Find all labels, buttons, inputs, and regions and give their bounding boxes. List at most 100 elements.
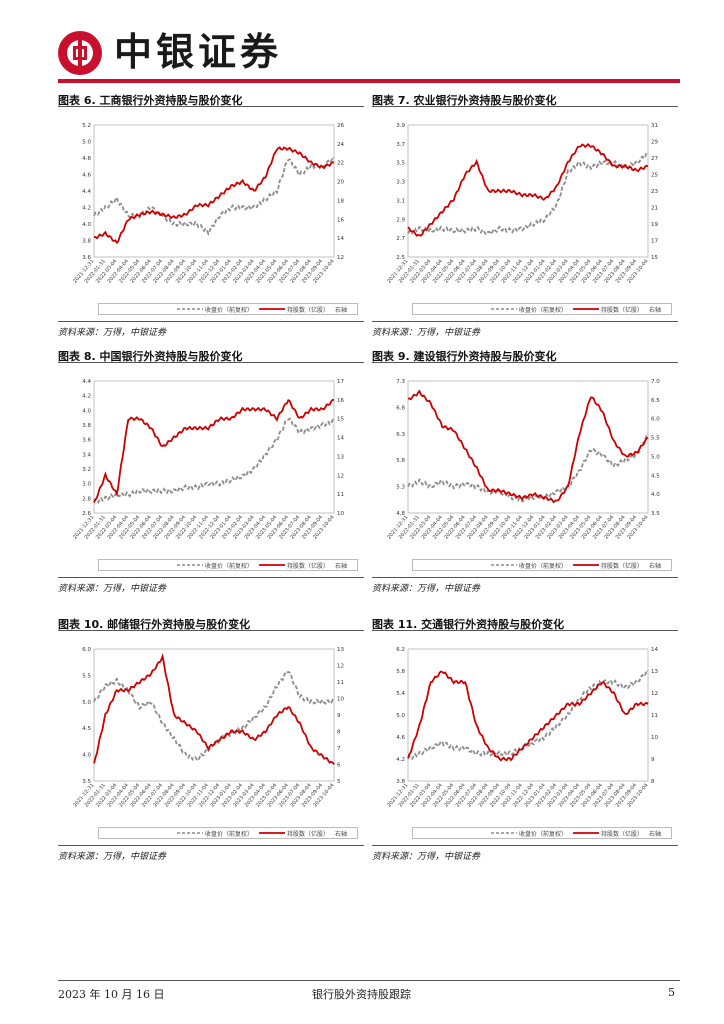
right-tick-label: 22 bbox=[337, 161, 344, 167]
right-tick-label: 8 bbox=[337, 730, 341, 736]
left-tick-label: 2.5 bbox=[396, 255, 405, 261]
footer-date: 2023 年 10 月 16 日 bbox=[58, 988, 165, 1001]
chart-title: 图表 8. 中国银行外资持股与股价变化 bbox=[58, 350, 243, 363]
chart-frame: 7.3 6.8 6.3 5.8 5.3 4.8 7.0 6.5 6.0 5.5 5.0 4.5 4.0 3… bbox=[372, 362, 678, 578]
chart-source: 资料来源：万得，中银证券 bbox=[58, 852, 167, 862]
plot-area bbox=[407, 380, 649, 514]
right-tick-label: 19 bbox=[651, 222, 658, 228]
legend-hold-label: 持股数（亿股） bbox=[601, 563, 644, 570]
legend-axis-label: 右轴 bbox=[335, 831, 348, 838]
right-tick-label: 23 bbox=[651, 189, 658, 195]
left-tick-label: 3.8 bbox=[82, 423, 91, 429]
legend-price-label: 收盘价（前复权） bbox=[519, 831, 568, 838]
right-tick-label: 9 bbox=[651, 757, 655, 763]
right-tick-label: 11 bbox=[651, 713, 658, 719]
left-tick-label: 5.0 bbox=[396, 713, 405, 719]
holding-series-line bbox=[407, 670, 649, 762]
chart-source: 资料来源：万得，中银证券 bbox=[58, 584, 167, 594]
chart-frame: 6.0 5.5 5.0 4.5 4.0 3.5 13 12 11 10 9 8 7 6 5 2021-12-3… bbox=[58, 630, 364, 846]
holding-series-line bbox=[407, 142, 649, 237]
legend-hold-label: 持股数（亿股） bbox=[287, 563, 330, 570]
legend-axis-label: 右轴 bbox=[649, 307, 662, 314]
right-tick-label: 6.0 bbox=[651, 417, 660, 423]
left-tick-label: 6.2 bbox=[396, 647, 405, 653]
plot-area bbox=[93, 648, 335, 782]
right-tick-label: 5.0 bbox=[651, 454, 660, 460]
legend-price-label: 收盘价（前复权） bbox=[205, 307, 254, 314]
right-tick-label: 16 bbox=[337, 398, 344, 404]
chart-source: 资料来源：万得，中银证券 bbox=[372, 852, 481, 862]
left-tick-label: 4.2 bbox=[396, 757, 405, 763]
chart-frame: 6.2 5.8 5.4 5.0 4.6 4.2 3.8 14 13 12 11 10 9 8 2021-12… bbox=[372, 630, 678, 846]
left-tick-label: 3.0 bbox=[82, 482, 91, 488]
chart-panel: 图表 11. 交通银行外资持股与股价变化 6.2 5.8 5.4 5.0 4.6 4.2 3.… bbox=[372, 616, 678, 866]
plot-area bbox=[407, 648, 649, 782]
chart-source: 资料来源：万得，中银证券 bbox=[372, 584, 481, 594]
right-tick-label: 18 bbox=[337, 198, 344, 204]
left-tick-label: 3.4 bbox=[82, 452, 91, 458]
right-tick-label: 5 bbox=[337, 779, 341, 785]
left-tick-label: 4.8 bbox=[396, 511, 405, 517]
legend-price-label: 收盘价（前复权） bbox=[205, 563, 254, 570]
right-tick-label: 20 bbox=[337, 180, 344, 186]
chart-plot: 5.2 5.0 4.8 4.6 4.4 4.2 4.0 3.8 3.6 26 24 22 20 18 16 1… bbox=[72, 123, 344, 285]
holding-series-line bbox=[94, 146, 335, 245]
left-tick-label: 3.9 bbox=[396, 123, 405, 129]
chart-plot: 4.4 4.2 4.0 3.8 3.6 3.4 3.2 3.0 2.8 2.6 17 16 15 14 13… bbox=[72, 379, 344, 541]
chart-panel: 图表 9. 建设银行外资持股与股价变化 7.3 6.8 6.3 5.8 5.3 4.8 7.0… bbox=[372, 348, 678, 598]
chart-plot: 3.9 3.7 3.5 3.3 3.1 2.9 2.7 2.5 31 29 27 25 23 21 19 17… bbox=[386, 123, 658, 285]
right-tick-label: 5.5 bbox=[651, 436, 660, 442]
chart-title: 图表 7. 农业银行外资持股与股价变化 bbox=[372, 94, 557, 107]
left-tick-label: 5.5 bbox=[82, 673, 91, 679]
left-tick-label: 5.0 bbox=[82, 140, 91, 146]
left-tick-label: 2.8 bbox=[82, 496, 91, 502]
footer-divider bbox=[58, 980, 680, 981]
brand-name: 中银证券 bbox=[114, 29, 283, 74]
plot-area bbox=[93, 124, 335, 258]
left-tick-label: 3.2 bbox=[82, 467, 91, 473]
right-tick-label: 26 bbox=[337, 123, 344, 129]
holding-series-line bbox=[93, 652, 335, 765]
left-tick-label: 3.6 bbox=[82, 438, 91, 444]
right-tick-label: 29 bbox=[651, 140, 658, 146]
holding-series-line bbox=[93, 398, 334, 503]
left-tick-label: 3.1 bbox=[396, 198, 405, 204]
right-tick-label: 4.0 bbox=[651, 492, 660, 498]
chart-legend: 收盘价（前复权） 持股数（亿股） 右轴 bbox=[412, 303, 672, 315]
chart-frame: 5.2 5.0 4.8 4.6 4.4 4.2 4.0 3.8 3.6 26 24 22 20 18 16 1… bbox=[58, 106, 364, 322]
right-tick-label: 14 bbox=[337, 436, 344, 442]
footer-report-title: 银行股外资持股跟踪 bbox=[312, 988, 411, 1001]
left-tick-label: 4.4 bbox=[82, 189, 91, 195]
right-tick-label: 3.5 bbox=[651, 511, 660, 517]
price-series-line bbox=[93, 671, 335, 762]
chart-title: 图表 10. 邮储银行外资持股与股价变化 bbox=[58, 618, 251, 631]
left-tick-label: 3.8 bbox=[396, 779, 405, 785]
left-tick-label: 3.7 bbox=[396, 142, 405, 148]
left-tick-label: 6.8 bbox=[396, 405, 405, 411]
left-tick-label: 5.3 bbox=[396, 485, 405, 491]
right-tick-label: 12 bbox=[337, 473, 344, 479]
left-tick-label: 4.0 bbox=[82, 408, 91, 414]
left-tick-label: 4.8 bbox=[82, 156, 91, 162]
right-tick-label: 8 bbox=[651, 779, 655, 785]
right-tick-label: 17 bbox=[651, 239, 658, 245]
left-tick-label: 4.2 bbox=[82, 394, 91, 400]
legend-price-label: 收盘价（前复权） bbox=[519, 563, 568, 570]
chart-legend: 收盘价（前复权） 持股数（亿股） 右轴 bbox=[412, 559, 672, 571]
legend-axis-label: 右轴 bbox=[649, 831, 662, 838]
plot-area bbox=[93, 380, 335, 514]
chart-title: 图表 6. 工商银行外资持股与股价变化 bbox=[58, 94, 243, 107]
price-series-line bbox=[93, 155, 335, 237]
right-tick-label: 10 bbox=[651, 735, 658, 741]
left-tick-label: 2.7 bbox=[396, 236, 405, 242]
right-tick-label: 12 bbox=[337, 664, 344, 670]
left-tick-label: 4.0 bbox=[82, 753, 91, 759]
left-tick-label: 3.8 bbox=[82, 239, 91, 245]
left-tick-label: 4.0 bbox=[82, 222, 91, 228]
left-tick-label: 3.6 bbox=[82, 255, 91, 261]
right-tick-label: 6.5 bbox=[651, 398, 660, 404]
left-tick-label: 5.8 bbox=[396, 458, 405, 464]
chart-legend: 收盘价（前复权） 持股数（亿股） 右轴 bbox=[98, 827, 358, 839]
chart-panel: 图表 8. 中国银行外资持股与股价变化 4.4 4.2 4.0 3.8 3.6 3.4 3.2… bbox=[58, 348, 364, 598]
legend-hold-label: 持股数（亿股） bbox=[287, 831, 330, 838]
